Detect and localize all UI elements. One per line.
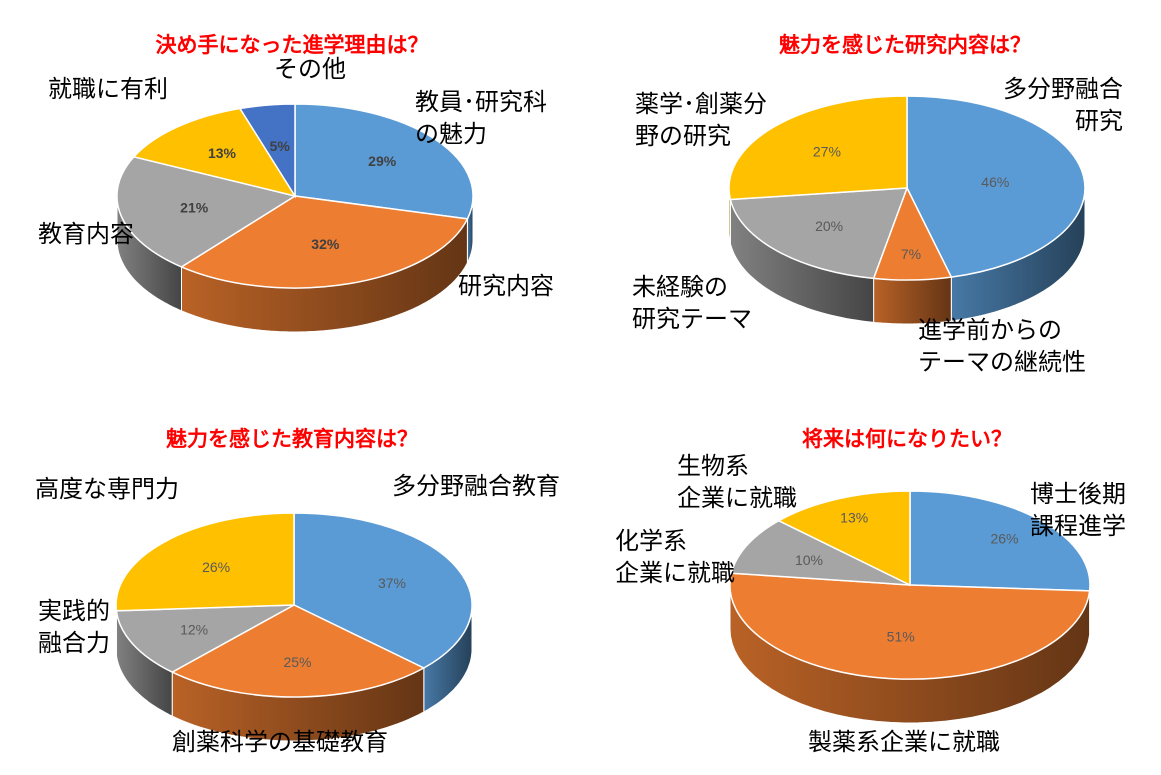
category-label: 化学系企業に就職 (615, 527, 735, 587)
value-label: 29% (368, 153, 397, 169)
category-label: 実践的融合力 (38, 597, 110, 657)
category-label: 多分野融合研究 (1003, 75, 1123, 135)
category-label: 教員･研究科の魅力 (415, 88, 547, 148)
value-label: 12% (180, 621, 208, 637)
value-label: 21% (180, 200, 209, 216)
chart-title: 決め手になった進学理由は？ (156, 33, 429, 57)
slice-1 (293, 512, 473, 669)
value-label: 10% (795, 552, 823, 568)
value-label: 26% (990, 531, 1018, 547)
value-label: 46% (981, 174, 1009, 190)
slice-4 (115, 512, 295, 612)
value-label: 37% (378, 575, 406, 591)
value-label: 51% (887, 629, 915, 645)
pie-chart-2: 46% 7% 20% 27% 魅力を感じた研究内容は？ 多分野融合研究進学前からのテーマの… (632, 33, 1123, 376)
value-label: 7% (901, 246, 921, 262)
pie-chart-3: 37% 25% 12% 26% 魅力を感じた教育内容は？ 多分野融合教育創薬科学の基礎教育… (35, 427, 560, 756)
category-label: 製薬系企業に就職 (808, 728, 1000, 756)
category-label: 教育内容 (38, 220, 134, 248)
pie-chart-1: 29% 32% 21% 13% 5% 決め手になった進学理由は？ 教員･研究科の魅力研究内容… (38, 33, 554, 333)
slice-4 (132, 107, 297, 198)
slice-1 (909, 490, 1091, 592)
category-label: 進学前からのテーマの継続性 (918, 316, 1086, 376)
slice-3 (115, 604, 295, 673)
value-label: 13% (840, 510, 868, 526)
chart-title: 将来は何になりたい？ (802, 427, 1012, 451)
category-label: 生物系企業に就職 (677, 452, 797, 512)
slice-3 (116, 155, 297, 268)
category-label: その他 (274, 55, 346, 83)
slice-4 (728, 95, 908, 201)
category-label: 創薬科学の基礎教育 (172, 728, 388, 756)
slice-1 (294, 103, 474, 220)
category-label: 研究内容 (458, 272, 554, 300)
category-label: 多分野融合教育 (392, 472, 560, 500)
slice-1 (906, 95, 1086, 278)
slice-2 (170, 604, 426, 698)
slice-2 (729, 572, 1091, 680)
category-label: 薬学･創薬分野の研究 (635, 90, 767, 150)
category-label: 高度な専門力 (35, 475, 179, 503)
value-label: 25% (283, 654, 311, 670)
slice-5 (238, 103, 296, 199)
slice-4 (777, 490, 911, 587)
value-label: 26% (202, 559, 230, 575)
value-label: 27% (813, 144, 841, 160)
category-label: 就職に有利 (48, 75, 168, 103)
value-label: 5% (270, 138, 291, 154)
value-label: 13% (208, 145, 237, 161)
value-label: 32% (311, 236, 340, 252)
slice-3 (729, 187, 909, 280)
slice-3 (730, 519, 911, 586)
chart-title: 魅力を感じた教育内容は？ (166, 427, 418, 451)
chart-title: 魅力を感じた研究内容は？ (779, 33, 1031, 57)
value-label: 20% (815, 218, 843, 234)
category-label: 博士後期課程進学 (1030, 480, 1126, 540)
slice-2 (179, 195, 469, 289)
category-label: 未経験の研究テーマ (632, 273, 752, 333)
